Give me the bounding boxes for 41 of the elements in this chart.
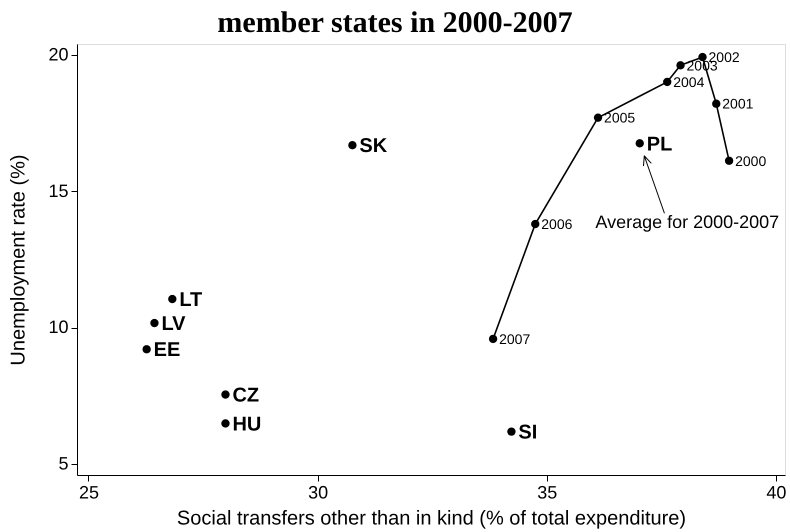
series-label: SK bbox=[359, 135, 388, 158]
point bbox=[663, 78, 672, 86]
point bbox=[676, 61, 685, 70]
point bbox=[712, 100, 720, 108]
series-label: HU bbox=[232, 413, 262, 436]
series-label: SI bbox=[518, 422, 538, 444]
series-label: CZ bbox=[232, 384, 260, 407]
x-tick-label: 40 bbox=[766, 482, 786, 502]
x-tick-label: 35 bbox=[537, 482, 558, 502]
point bbox=[724, 156, 734, 165]
chart-title: member states in 2000-2007 bbox=[217, 6, 573, 39]
series-label: PL bbox=[646, 133, 672, 156]
y-tick-label: 20 bbox=[48, 44, 68, 64]
annotation: 2005 bbox=[604, 110, 636, 126]
point bbox=[636, 139, 644, 148]
point bbox=[168, 294, 176, 304]
y-tick-label: 10 bbox=[48, 317, 68, 338]
annotation: 2000 bbox=[735, 152, 766, 169]
point bbox=[221, 390, 230, 399]
annotation: 2004 bbox=[673, 74, 705, 90]
annotation: 2001 bbox=[722, 96, 754, 112]
x-tick-label: 30 bbox=[308, 482, 328, 502]
point bbox=[348, 141, 357, 150]
x-tick-label: 25 bbox=[78, 482, 99, 502]
point bbox=[488, 334, 498, 344]
point bbox=[594, 113, 602, 122]
annotation: Average for 2000-2007 bbox=[595, 212, 780, 232]
y-tick-label: 5 bbox=[58, 454, 68, 474]
y-tick-label: 15 bbox=[48, 180, 68, 201]
point bbox=[150, 318, 159, 328]
annotation: 2007 bbox=[499, 330, 530, 347]
series-label: EE bbox=[154, 339, 180, 362]
x-axis-title: Social transfers other than in kind (% of total expenditure) bbox=[176, 508, 686, 530]
point bbox=[507, 427, 516, 436]
annotation: 2006 bbox=[541, 216, 573, 232]
point bbox=[221, 419, 230, 428]
point bbox=[531, 220, 540, 228]
series-label: LT bbox=[179, 289, 202, 312]
series-label: LV bbox=[161, 313, 186, 336]
point bbox=[142, 345, 151, 354]
y-axis-title: Unemployment rate (%) bbox=[7, 154, 30, 366]
